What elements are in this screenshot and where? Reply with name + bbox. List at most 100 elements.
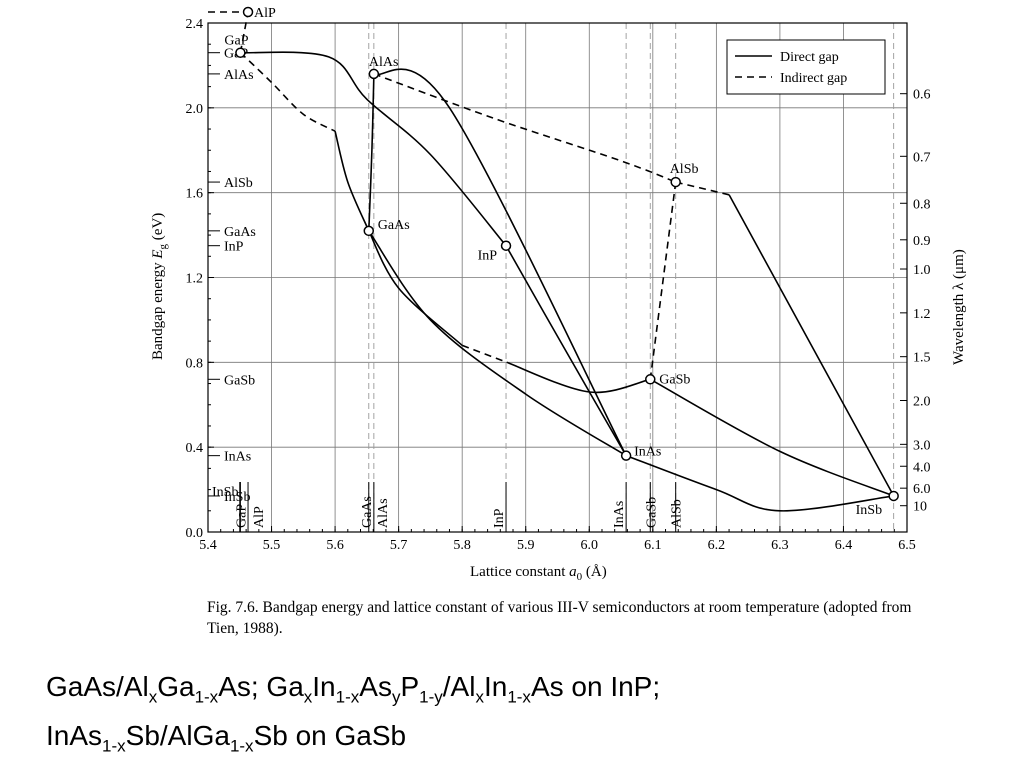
curve-gasb-insb — [649, 378, 894, 497]
wavelength-tick-label: 0.8 — [913, 197, 931, 212]
subtitle-text: As; Ga — [218, 671, 304, 702]
curve-gaas-gasb — [368, 230, 463, 346]
lattice-label: InP — [492, 508, 507, 528]
compound-point — [363, 225, 375, 237]
lattice-label: GaP — [234, 504, 249, 528]
compound-point — [242, 6, 254, 18]
compound-label: AlP — [254, 6, 276, 21]
compound-point — [670, 176, 681, 188]
curve-inas-insb — [625, 454, 894, 512]
y-tick-label: 0.8 — [186, 356, 204, 371]
curve-alas-alsb — [373, 73, 676, 183]
wavelength-tick-label: 1.5 — [913, 351, 931, 366]
wavelength-axis-title: Wavelength λ (μm) — [951, 249, 967, 365]
curve-gap-alp — [239, 12, 249, 53]
compound-label: AlAs — [369, 55, 399, 70]
subtitle-text: InAs — [46, 719, 103, 751]
lattice-label: InSb — [212, 485, 238, 500]
left-compound-label: AlSb — [224, 176, 253, 191]
left-compound-label: InP — [224, 240, 244, 255]
wavelength-tick-label: 0.9 — [913, 234, 931, 249]
legend-indirect-label: Indirect gap — [780, 71, 847, 86]
compound-label: GaP — [224, 34, 248, 49]
wavelength-tick-label: 6.0 — [913, 482, 931, 497]
compound-label: InAs — [634, 445, 661, 460]
curve-alas-gaas — [368, 73, 375, 231]
subtitle-text: Ga — [157, 671, 195, 702]
left-compound-label: GaAs — [224, 225, 256, 240]
subtitle-subscript: 1-x — [229, 736, 254, 756]
subtitle-text: P — [400, 671, 420, 702]
subtitle-subscript: 1-x — [507, 687, 531, 707]
legend-direct-label: Direct gap — [780, 50, 839, 65]
y-tick-label: 0.0 — [186, 526, 204, 541]
subtitle-text: /Al — [442, 671, 476, 702]
x-tick-label: 6.4 — [835, 538, 853, 553]
x-tick-label: 6.2 — [708, 538, 726, 553]
grid — [207, 22, 908, 533]
y-axis-title: Bandgap energy Eg (eV) — [150, 213, 169, 360]
curve-gaas-gasb — [506, 361, 651, 394]
compound-point — [620, 450, 632, 461]
wavelength-tick-label: 4.0 — [913, 460, 931, 475]
curve-gap-gaas — [239, 52, 336, 132]
y-tick-label: 2.4 — [186, 17, 204, 32]
subtitle-text: Sb/AlGa — [125, 719, 230, 751]
x-tick-label: 6.3 — [771, 538, 789, 553]
x-tick-label: 6.1 — [644, 538, 662, 553]
wavelength-tick-label: 3.0 — [913, 438, 931, 453]
y-tick-label: 0.4 — [186, 441, 204, 456]
curve-inp-inas — [505, 245, 627, 457]
left-compound-label: InSb — [224, 490, 250, 505]
compound-points — [235, 6, 899, 502]
compound-label: AlSb — [670, 162, 699, 177]
compound-label: GaSb — [659, 372, 690, 387]
lattice-label: InAs — [612, 501, 627, 528]
curve-alsb-gasb — [649, 181, 677, 380]
curve-gaas-inas — [368, 230, 627, 457]
subtitle-subscript: 1-y — [419, 687, 443, 707]
subtitle-subscript: 1-x — [102, 736, 126, 756]
compound-point — [500, 240, 512, 251]
lattice-label: AlAs — [376, 498, 391, 528]
axes: 5.4 5.5 5.6 5.7 5.8 5.9 6.0 6.1 6.2 6.3 6.4 6.5 0.0 0… — [186, 17, 931, 553]
x-tick-label: 5.8 — [453, 538, 471, 553]
wavelength-tick-label: 2.0 — [913, 395, 931, 410]
wavelength-tick-label: 1.0 — [913, 263, 931, 278]
subtitle-subscript: x — [303, 687, 313, 707]
left-compound-label: InAs — [224, 450, 251, 465]
compound-label: GaAs — [378, 218, 410, 233]
subtitle-subscript: x — [475, 687, 484, 707]
curve-gaas-gasb — [461, 344, 507, 364]
material-systems-text: GaAs/AlxGa1-xAs; GaxIn1-xAsyP1-y/AlxIn1-… — [46, 668, 660, 765]
x-tick-label: 5.9 — [517, 538, 535, 553]
figure-caption: Fig. 7.6. Bandgap energy and lattice con… — [207, 599, 912, 637]
subtitle-text: GaAs/Al — [46, 671, 149, 702]
material-systems-line-1: GaAs/AlxGa1-xAs; GaxIn1-xAsyP1-y/AlxIn1-… — [46, 668, 660, 717]
subtitle-subscript: 1-x — [194, 687, 219, 707]
compound-label: InSb — [856, 503, 882, 518]
subtitle-subscript: 1-x — [335, 687, 360, 707]
curve-gap-inp — [240, 51, 507, 247]
y-tick-label: 2.0 — [186, 102, 204, 117]
subtitle-subscript: y — [391, 687, 401, 707]
compound-label: InP — [478, 249, 498, 264]
subtitle-text: In — [312, 671, 336, 702]
wavelength-tick-label: 0.7 — [913, 150, 931, 165]
legend: Direct gap Indirect gap — [726, 39, 886, 95]
alloy-curves — [208, 11, 895, 512]
compound-point — [235, 47, 246, 58]
subtitle-text: As on InP; — [530, 671, 661, 702]
curve-alsb-insb — [675, 181, 730, 196]
subtitle-text: Sb on GaSb — [253, 719, 407, 751]
x-axis-title: Lattice constant a0 (Å) — [470, 564, 607, 583]
x-tick-label: 5.5 — [263, 538, 281, 553]
material-systems-line-2: InAs1-xSb/AlGa1-xSb on GaSb — [46, 717, 660, 766]
subtitle-text: As — [359, 671, 392, 702]
wavelength-tick-label: 1.2 — [913, 307, 931, 322]
x-tick-label: 6.0 — [581, 538, 599, 553]
legend-box — [726, 39, 886, 95]
lattice-label: AlP — [252, 506, 267, 528]
compound-point — [888, 490, 899, 502]
wavelength-tick-label: 10 — [913, 500, 927, 515]
